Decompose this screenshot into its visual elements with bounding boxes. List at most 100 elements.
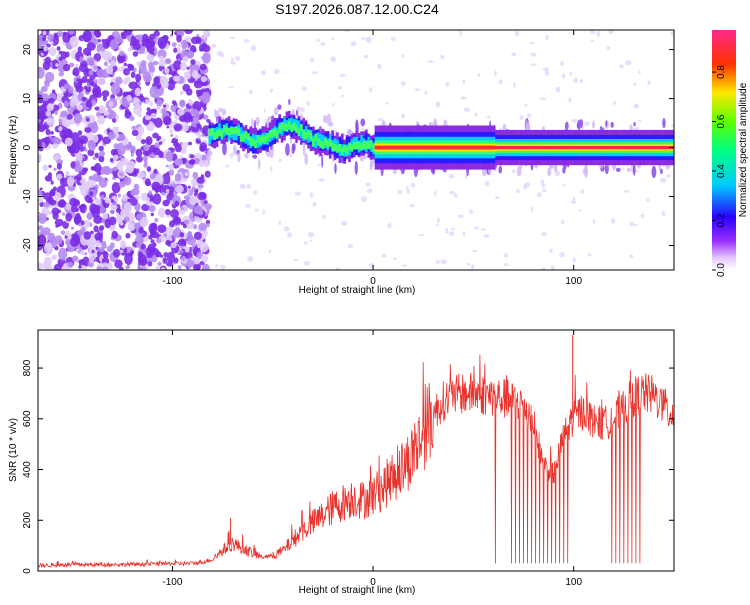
ridge-band [449,145,452,150]
ridge-band [391,145,395,150]
ridge-band [516,145,520,150]
ridge-band [304,132,308,140]
y-tick-label: 0 [22,144,33,150]
noise-blob [148,190,153,196]
noise-blob [117,67,123,72]
noise-blob [101,90,110,98]
ridge-band [208,128,212,137]
ridge-band [644,145,647,150]
noise-blob [125,265,129,270]
noise-blob [66,176,75,187]
noise-blob [337,86,343,90]
ridge-band [663,145,667,150]
noise-blob [181,121,190,132]
noise-blob [170,242,177,249]
noise-blob [545,35,549,40]
noise-blob [187,264,192,269]
ridge-scatter [221,108,227,116]
noise-blob [341,220,348,227]
ridge-band [629,145,633,150]
noise-blob [435,259,440,265]
noise-blob [39,201,45,207]
ridge-band [413,145,416,150]
noise-blob [137,237,144,245]
noise-blob [102,251,109,259]
ridge-band [271,129,274,138]
noise-blob [661,210,666,217]
noise-blob [102,266,109,270]
noise-blob [549,248,553,254]
noise-blob [151,254,158,263]
noise-blob [193,205,203,215]
noise-blob [469,209,474,214]
ridge-band [502,145,505,150]
ridge-band [328,139,332,147]
noise-blob [239,183,246,190]
noise-blob [560,61,565,67]
ridge-band [543,145,546,150]
noise-blob [65,212,73,222]
ridge-scatter [355,119,359,133]
noise-blob [148,205,156,212]
ridge-scatter [285,143,290,156]
noise-blob [540,179,545,185]
noise-blob [44,79,51,88]
noise-blob [332,102,335,107]
noise-blob [109,242,115,249]
colorbar-label: Normalized spectral amplitude [738,82,749,217]
y-tick-label: 0 [22,568,33,574]
ridge-band [523,145,527,150]
noise-blob [633,82,637,87]
ridge-band [331,142,334,151]
noise-blob [195,264,200,270]
noise-blob [198,44,206,52]
noise-blob [670,31,674,36]
ridge-band [360,143,363,151]
noise-blob [590,39,595,43]
noise-blob [531,63,537,67]
noise-blob [632,223,638,227]
noise-blob [157,224,167,234]
ridge-band [360,135,363,147]
ridge-band [415,145,419,150]
noise-blob [119,172,124,177]
ridge-band [300,124,303,132]
noise-blob [38,105,43,112]
noise-blob [82,30,92,43]
colorbar-tick-label: 0.6 [716,114,727,128]
x-tick-label: 100 [565,276,582,287]
noise-blob [474,112,478,117]
ridge-band [266,133,269,141]
noise-blob [360,196,368,203]
noise-blob [39,99,43,104]
noise-blob [40,86,48,93]
ridge-band [665,145,669,150]
noise-blob [71,204,78,213]
noise-blob [111,230,118,239]
noise-blob [50,180,54,185]
ridge-band [478,145,481,150]
snr-plot-area [38,335,674,569]
noise-blob [115,161,124,172]
ridge-band [244,130,248,139]
noise-blob [197,133,202,138]
ridge-band [461,145,464,150]
noise-blob [165,239,171,246]
noise-blob [246,183,251,190]
noise-blob [125,165,134,174]
noise-blob [303,241,308,245]
noise-blob [201,133,205,137]
noise-blob [307,231,314,238]
noise-blob [58,199,66,208]
noise-blob [587,253,592,257]
noise-blob [168,164,174,170]
noise-blob [41,36,46,42]
noise-blob [140,46,146,53]
noise-blob [550,265,555,270]
ridge-band [444,145,448,150]
noise-blob [69,197,78,207]
noise-blob [78,135,89,145]
noise-blob [56,173,63,180]
noise-blob [62,32,71,43]
noise-blob [578,209,582,212]
